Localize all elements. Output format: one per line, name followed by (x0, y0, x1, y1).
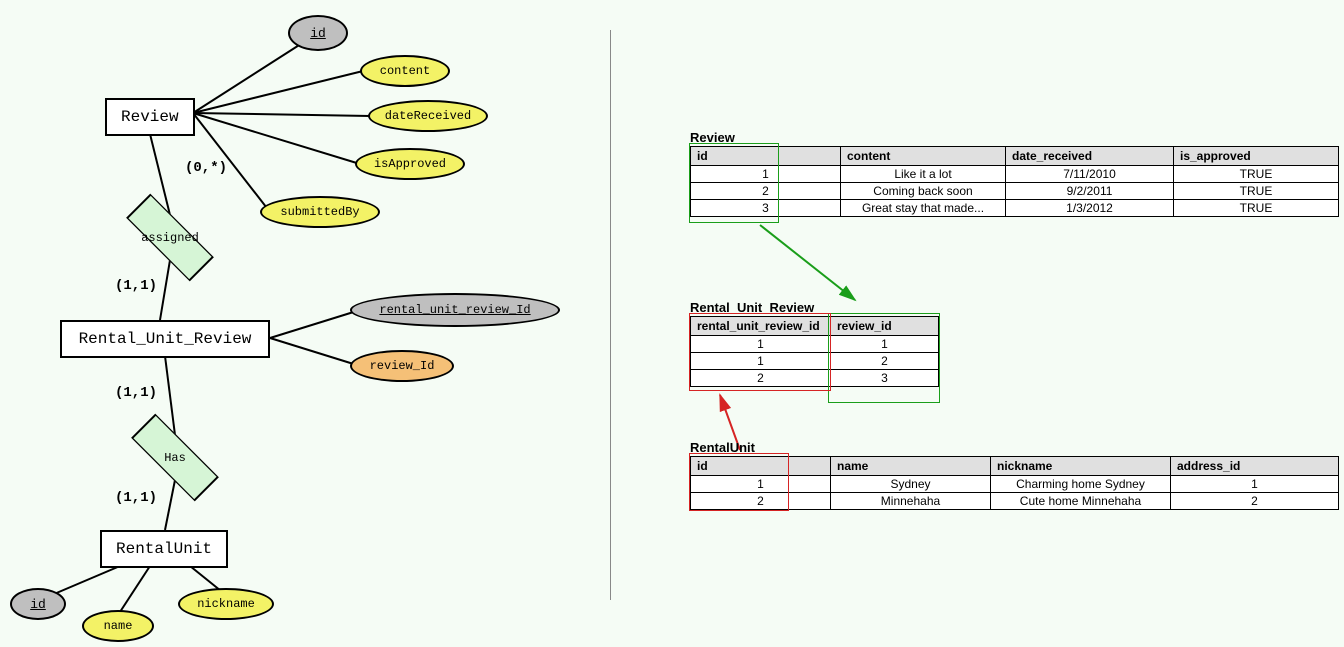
attribute-review_Id: review_Id (350, 350, 454, 382)
table-cell: Coming back soon (841, 183, 1006, 200)
table-title-review: Review (690, 130, 1339, 145)
cardinality-c4: (1,1) (115, 490, 157, 506)
table-cell: 1 (1171, 476, 1339, 493)
table-block-rentalunit: RentalUnitidnamenicknameaddress_id1Sydne… (690, 440, 1339, 510)
table-cell: 3 (691, 200, 841, 217)
table-row: 3Great stay that made...1/3/2012TRUE (691, 200, 1339, 217)
table-cell: TRUE (1174, 200, 1339, 217)
vertical-divider (610, 30, 611, 600)
table-cell: 3 (831, 370, 939, 387)
table-row: 1SydneyCharming home Sydney1 (691, 476, 1339, 493)
arrow-0 (760, 225, 855, 300)
table-row: 1Like it a lot7/11/2010TRUE (691, 166, 1339, 183)
tables-panel: Reviewidcontentdate_receivedis_approved1… (660, 0, 1340, 647)
entity-rentalunit: RentalUnit (100, 530, 228, 568)
table-cell: 1 (691, 476, 831, 493)
table-rur: rental_unit_review_idreview_id111223 (690, 316, 939, 387)
entity-review: Review (105, 98, 195, 136)
col-header: nickname (991, 457, 1171, 476)
table-block-review: Reviewidcontentdate_receivedis_approved1… (690, 130, 1339, 217)
table-cell: Like it a lot (841, 166, 1006, 183)
table-title-rur: Rental_Unit_Review (690, 300, 939, 315)
er-diagram-panel: Review Rental_Unit_Review RentalUnit assign… (0, 0, 610, 647)
table-row: 11 (691, 336, 939, 353)
table-cell: 2 (691, 370, 831, 387)
table-cell: 2 (691, 183, 841, 200)
col-header: rental_unit_review_id (691, 317, 831, 336)
table-cell: Great stay that made... (841, 200, 1006, 217)
attribute-rur_id: rental_unit_review_Id (350, 293, 560, 327)
relationship-assigned: assigned (125, 210, 215, 265)
table-rentalunit: idnamenicknameaddress_id1SydneyCharming … (690, 456, 1339, 510)
cardinality-c3: (1,1) (115, 385, 157, 401)
col-header: date_received (1006, 147, 1174, 166)
relationship-has: Has (130, 430, 220, 485)
col-header: content (841, 147, 1006, 166)
attribute-isApproved: isApproved (355, 148, 465, 180)
attribute-name: name (82, 610, 154, 642)
table-row: 2MinnehahaCute home Minnehaha2 (691, 493, 1339, 510)
table-cell: Sydney (831, 476, 991, 493)
table-row: 23 (691, 370, 939, 387)
cardinality-c1: (0,*) (185, 160, 227, 176)
entity-rur: Rental_Unit_Review (60, 320, 270, 358)
table-cell: TRUE (1174, 183, 1339, 200)
attribute-nickname: nickname (178, 588, 274, 620)
attribute-dateReceived: dateReceived (368, 100, 488, 132)
table-block-rur: Rental_Unit_Reviewrental_unit_review_idr… (690, 300, 939, 387)
table-cell: 1/3/2012 (1006, 200, 1174, 217)
table-row: 12 (691, 353, 939, 370)
table-cell: 1 (831, 336, 939, 353)
table-cell: 2 (1171, 493, 1339, 510)
table-row: 2Coming back soon9/2/2011TRUE (691, 183, 1339, 200)
table-cell: 7/11/2010 (1006, 166, 1174, 183)
col-header: id (691, 457, 831, 476)
cardinality-c2: (1,1) (115, 278, 157, 294)
table-cell: 1 (691, 166, 841, 183)
table-cell: Charming home Sydney (991, 476, 1171, 493)
col-header: id (691, 147, 841, 166)
col-header: review_id (831, 317, 939, 336)
attribute-review_id: id (288, 15, 348, 51)
table-review: idcontentdate_receivedis_approved1Like i… (690, 146, 1339, 217)
table-cell: Minnehaha (831, 493, 991, 510)
attribute-submittedBy: submittedBy (260, 196, 380, 228)
attribute-ru_id: id (10, 588, 66, 620)
attribute-content: content (360, 55, 450, 87)
col-header: address_id (1171, 457, 1339, 476)
table-cell: Cute home Minnehaha (991, 493, 1171, 510)
table-cell: 2 (691, 493, 831, 510)
table-title-rentalunit: RentalUnit (690, 440, 1339, 455)
table-cell: 2 (831, 353, 939, 370)
table-cell: 9/2/2011 (1006, 183, 1174, 200)
table-cell: 1 (691, 336, 831, 353)
col-header: name (831, 457, 991, 476)
table-cell: TRUE (1174, 166, 1339, 183)
col-header: is_approved (1174, 147, 1339, 166)
table-cell: 1 (691, 353, 831, 370)
